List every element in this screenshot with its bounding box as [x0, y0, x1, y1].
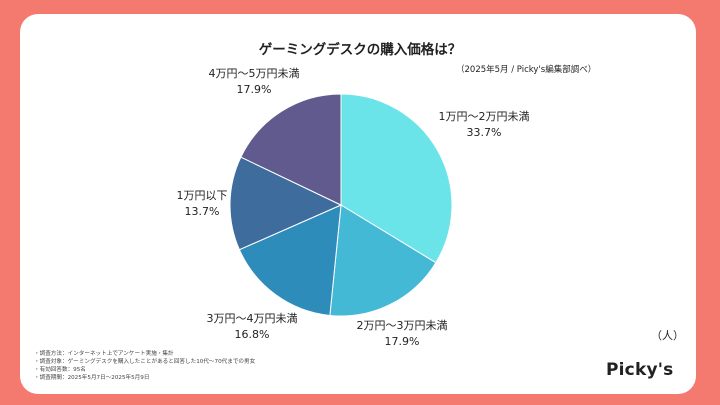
note-target: ・調査対象：ゲーミングデスクを購入したことがあると回答した10代〜70代までの男…	[34, 359, 256, 365]
slice-percent-3: 16.8%	[235, 328, 270, 341]
chart-title: ゲーミングデスクの購入価格は？	[258, 42, 462, 58]
source-note: （2025年5月 / Picky's編集部調べ）	[456, 65, 597, 75]
note-method: ・調査方法：インターネット上でアンケート実施・集計	[34, 351, 174, 357]
brand-logo: Picky's	[606, 360, 674, 380]
unit-label: （人）	[651, 329, 684, 342]
slice-percent-1: 33.7%	[467, 126, 502, 139]
survey-notes: ・調査方法：インターネット上でアンケート実施・集計 ・調査対象：ゲーミングデスク…	[34, 350, 255, 382]
slice-label-2: 2万円〜3万円未満	[357, 319, 448, 332]
note-responses: ・有効回答数：95名	[34, 367, 86, 373]
pie-slice-3	[238, 204, 342, 316]
slice-percent-2: 17.9%	[385, 335, 420, 348]
pie-slice-2	[329, 204, 437, 317]
pie-slice-5	[240, 93, 342, 206]
slice-label-4: 1万円以下	[177, 189, 228, 202]
slice-label-3: 3万円〜4万円未満	[207, 312, 298, 325]
pie-slice-4	[229, 156, 343, 251]
pie-slice-1	[340, 93, 453, 264]
slice-percent-5: 17.9%	[237, 83, 272, 96]
note-period: ・調査期間：2025年5月7日〜2025年5月9日	[34, 375, 150, 381]
slice-label-5: 4万円〜5万円未満	[209, 67, 300, 80]
slice-label-1: 1万円〜2万円未満	[439, 110, 530, 123]
slice-percent-4: 13.7%	[185, 205, 220, 218]
